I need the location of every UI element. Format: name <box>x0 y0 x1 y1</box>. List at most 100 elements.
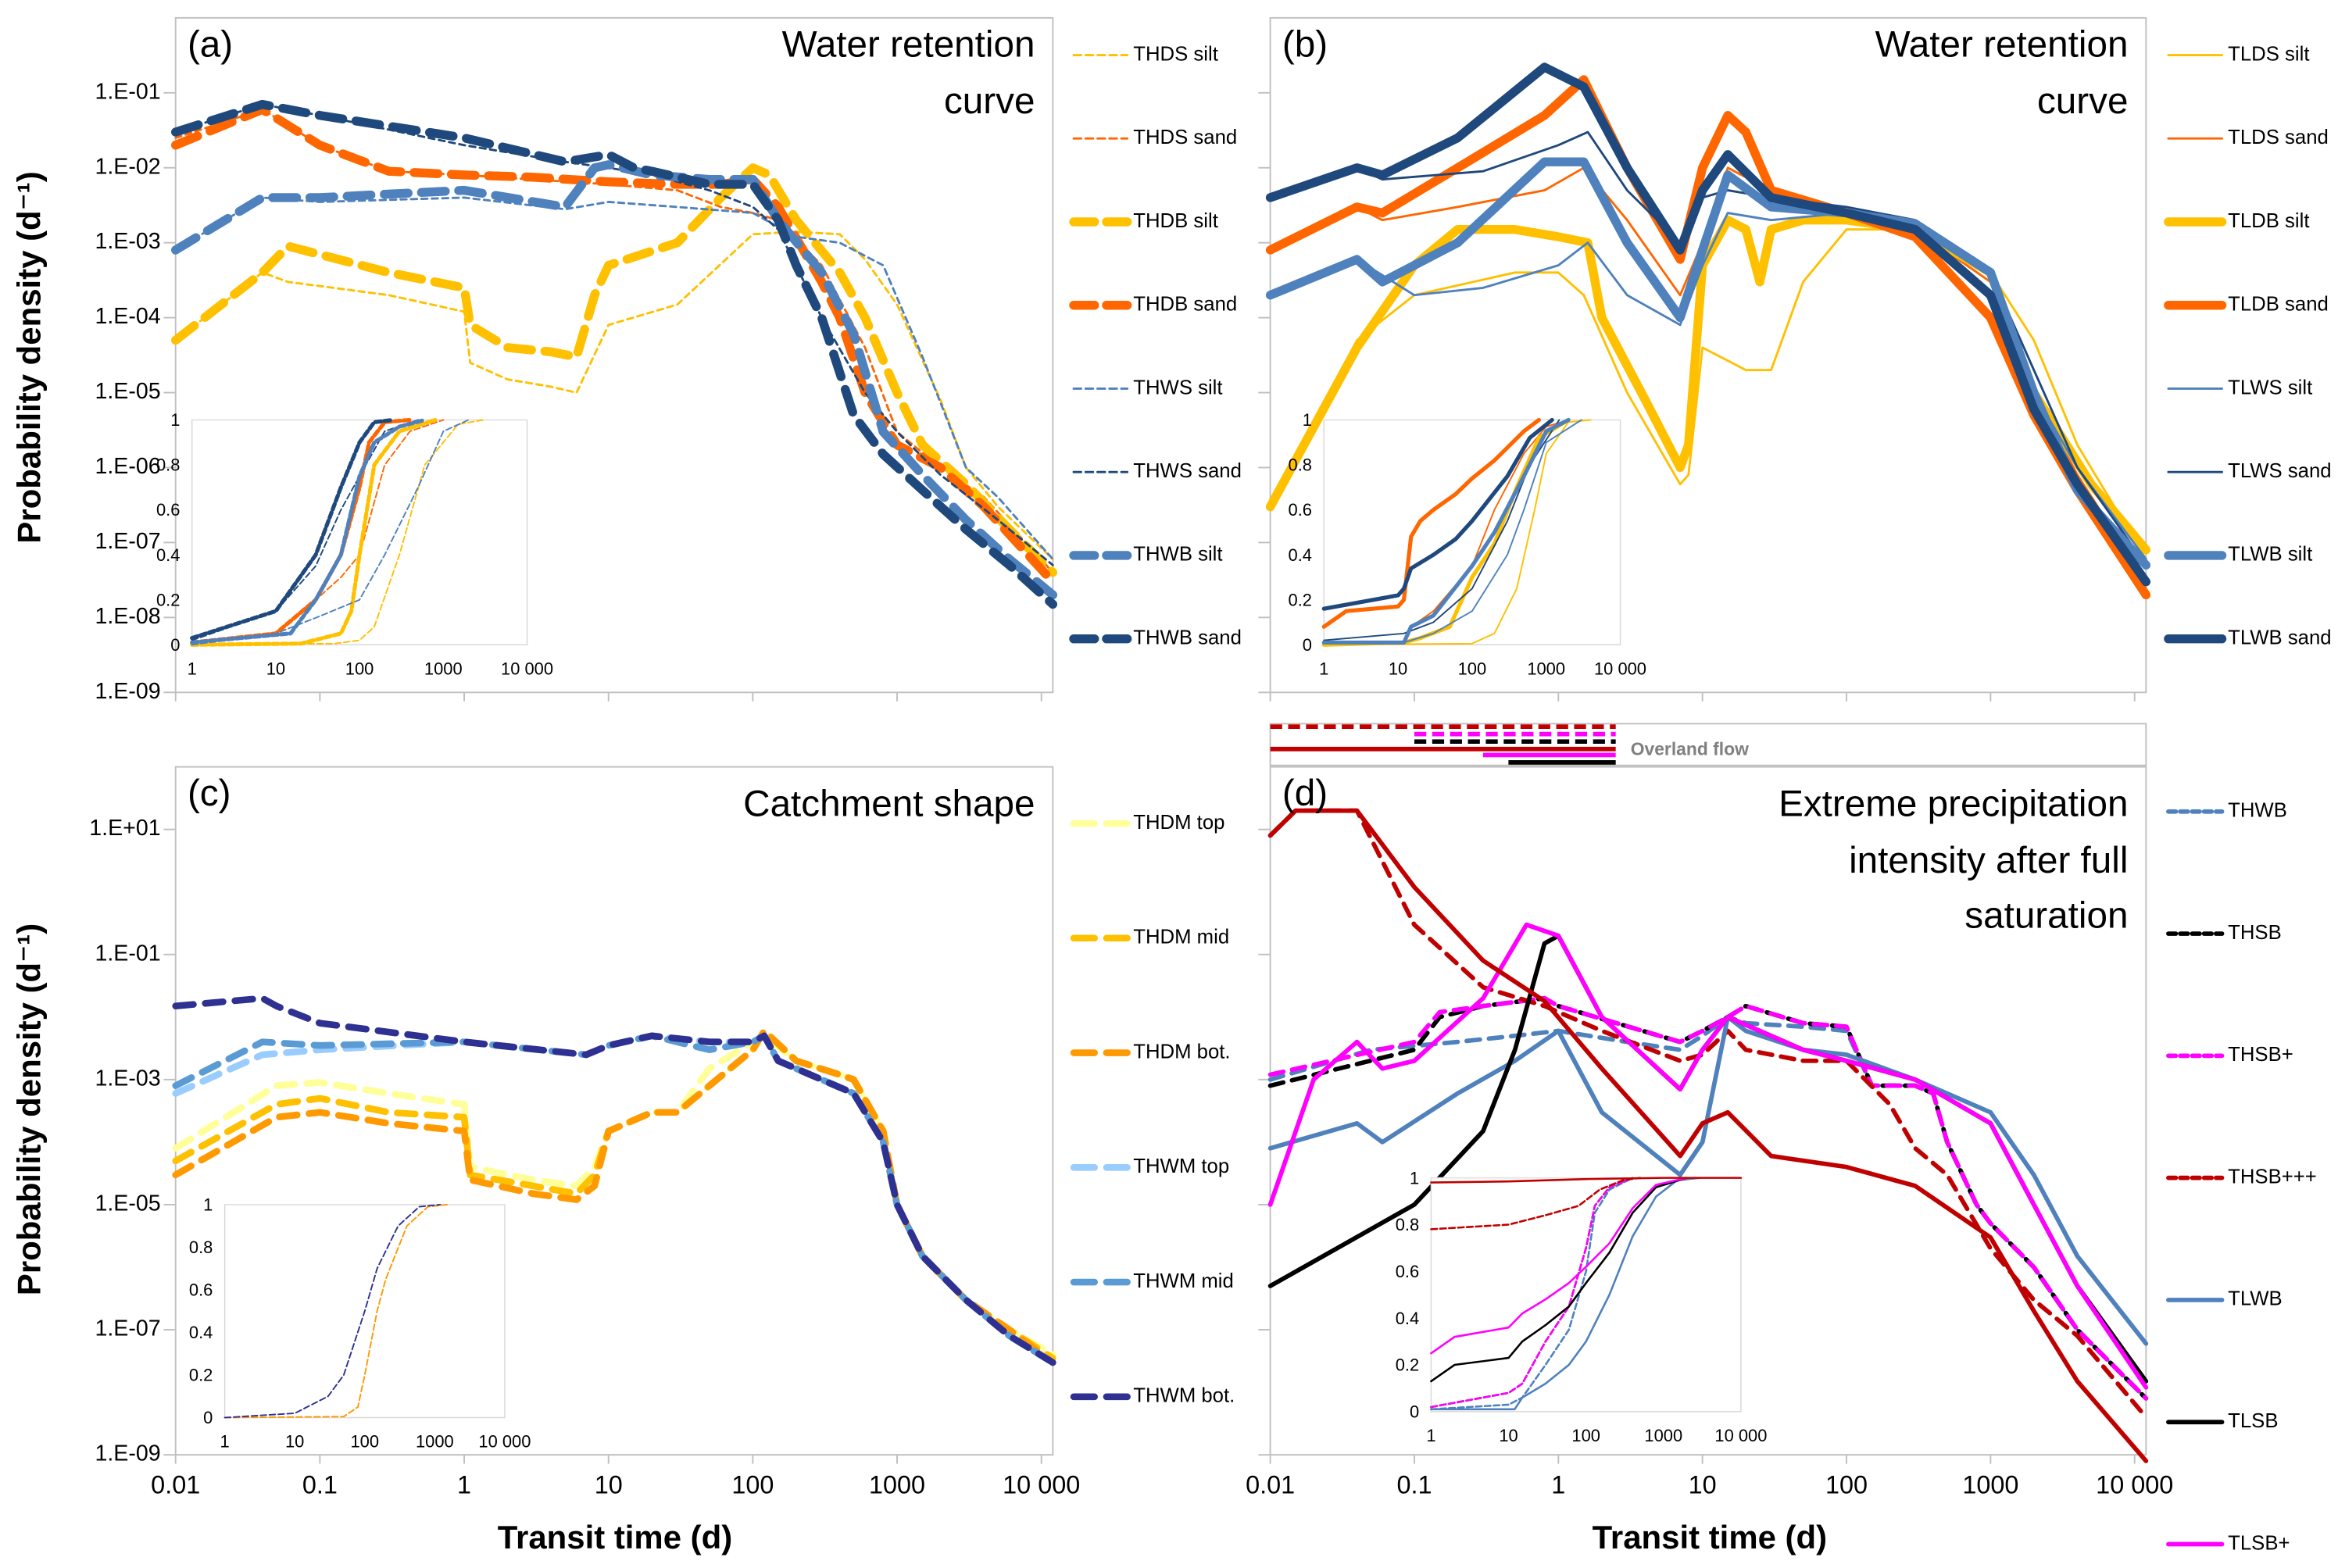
y-tick-label: 1.E-03 <box>95 1066 160 1091</box>
inset-x-tick-label: 10 000 <box>478 1432 531 1452</box>
inset-series-tlsb- <box>1430 1177 1743 1184</box>
x-tick-label: 100 <box>731 1471 774 1499</box>
x-tick-label: 0.1 <box>1396 1471 1432 1499</box>
y-tick-label: 1.E-09 <box>95 679 160 704</box>
series-thwb-silt <box>170 160 1058 600</box>
inset-x-tick-label: 1000 <box>1644 1426 1682 1445</box>
inset-x-tick-label: 1 <box>1426 1426 1435 1445</box>
inset-x-tick-label: 10 <box>266 659 285 678</box>
inset-y-tick-label: 0.8 <box>189 1238 213 1257</box>
x-tick-label: 10 <box>1689 1471 1717 1499</box>
series-thdb-silt <box>170 163 1058 577</box>
inset-x-tick-label: 10 000 <box>1594 659 1646 678</box>
y-tick-label: 1.E-05 <box>95 379 160 404</box>
panel-title-line: saturation <box>1964 895 2128 936</box>
x-tick-label: 10 <box>595 1471 623 1499</box>
series-tlwb-sand <box>1265 63 2151 587</box>
inset-y-tick-label: 0.2 <box>156 590 180 609</box>
series-tlwb <box>1267 1014 2149 1346</box>
legend-label: THWS sand <box>1133 460 1242 482</box>
inset-series-tlsb <box>1430 1177 1688 1383</box>
inset-series-tlwb-silt <box>1321 417 1571 645</box>
panel-label: (d) <box>1282 773 1328 814</box>
y-tick-label: 1.E-05 <box>95 1191 160 1216</box>
inset-y-tick-label: 0.2 <box>1289 590 1312 609</box>
y-tick-label: 1.E-01 <box>95 79 160 104</box>
legend-label: TLSB <box>2228 1410 2278 1432</box>
inset-y-tick-label: 0.6 <box>156 500 180 520</box>
panel-title-line: curve <box>944 80 1035 122</box>
y-tick-label: 1.E-09 <box>95 1441 160 1466</box>
y-tick-label: 1.E-07 <box>95 1316 160 1341</box>
y-axis-title-top: Probability density (d⁻¹) <box>10 171 47 543</box>
panel-title-line: Catchment shape <box>743 783 1035 824</box>
legend-label: TLWB sand <box>2228 627 2331 648</box>
inset-series-thds-silt <box>191 419 484 646</box>
panel-b: TLDS silt TLDS sand TLDB silt TLDB sand TLWS… <box>1258 16 2332 702</box>
panel-title-line: Extreme precipitation <box>1779 783 2128 824</box>
legend-label: TLDS sand <box>2228 127 2329 148</box>
legend-label: THWB <box>2228 800 2287 822</box>
panel-label: (a) <box>188 23 233 65</box>
legend-label: THDM top <box>1133 812 1224 834</box>
y-tick-label: 1.E-04 <box>95 304 160 329</box>
legend-label: THDS silt <box>1133 43 1218 65</box>
x-tick-label: 1000 <box>869 1471 925 1499</box>
y-tick-label: 1.E-01 <box>95 941 160 966</box>
y-tick-label: 1.E-03 <box>95 229 160 254</box>
inset-series-tlws-silt <box>1323 419 1582 644</box>
inset-series-thwm-blue-group- <box>223 1203 442 1419</box>
inset-x-tick-label: 1000 <box>1527 659 1565 678</box>
legend-label: TLDB sand <box>2228 294 2329 316</box>
x-tick-label: 1000 <box>1962 1471 2018 1499</box>
y-tick-label: 1.E-02 <box>95 154 160 179</box>
panel-c: 1.E+01 1.E-01 1.E-03 1.E-05 1.E-07 1.E-09 0.01… <box>89 766 1235 1499</box>
inset-y-tick-label: 0 <box>1410 1402 1419 1421</box>
series-tlwb-silt <box>1265 157 2151 570</box>
inset-y-tick-label: 0.6 <box>189 1280 213 1300</box>
legend-label: THWB sand <box>1133 627 1242 648</box>
legend-label: THWM bot. <box>1133 1385 1235 1407</box>
series-thdm-top <box>172 1032 1056 1359</box>
x-tick-label: 0.1 <box>302 1471 338 1499</box>
inset-series-tlwb-sand <box>1321 417 1554 611</box>
inset-y-tick-label: 1 <box>1303 410 1312 430</box>
panel-label: (c) <box>188 773 231 814</box>
panel-a: 1.E-01 1.E-02 1.E-03 1.E-04 1.E-05 1.E-06 1.E-… <box>95 16 1242 704</box>
x-tick-label: 10 000 <box>2096 1471 2173 1499</box>
legend-label: TLWB silt <box>2228 544 2312 566</box>
legend-label: THSB+ <box>2228 1044 2293 1066</box>
x-tick-label: 100 <box>1825 1471 1868 1499</box>
inset-y-tick-label: 0.4 <box>189 1323 213 1342</box>
inset-x-tick-label: 100 <box>350 1432 379 1452</box>
inset-series-thdm-orange-group- <box>223 1203 449 1419</box>
legend-label: THDM bot. <box>1133 1041 1230 1063</box>
y-tick-label: 1.E-07 <box>95 529 160 554</box>
series-thws-silt <box>174 196 1054 561</box>
inset-y-tick-label: 0.2 <box>1396 1355 1419 1375</box>
legend-label: TLWS silt <box>2228 377 2312 398</box>
legend-label: TLDB silt <box>2228 210 2309 232</box>
inset-y-tick-label: 0.8 <box>156 455 180 475</box>
inset-x-tick-label: 100 <box>345 659 374 678</box>
inset-series-tldb-sand <box>1321 417 1542 629</box>
x-tick-label: 10 000 <box>1003 1471 1080 1499</box>
legend-label: THWB silt <box>1133 544 1222 566</box>
inset-y-tick-label: 0.2 <box>189 1366 213 1385</box>
y-tick-label: 1.E+01 <box>89 816 160 841</box>
inset-y-tick-label: 0.4 <box>1396 1309 1419 1328</box>
inset-y-tick-label: 0.4 <box>156 545 180 565</box>
legend-label: THDB silt <box>1133 210 1218 232</box>
panel-label: (b) <box>1282 23 1328 65</box>
legend-label: THDS sand <box>1133 127 1237 148</box>
y-tick-label: 1.E-06 <box>95 454 160 479</box>
y-tick-label: 1.E-08 <box>95 604 160 629</box>
series-thwb-sand <box>170 99 1058 609</box>
inset-series-thdb-silt <box>190 417 438 647</box>
inset-y-tick-label: 0 <box>203 1408 213 1427</box>
legend-label: TLWB <box>2228 1288 2283 1310</box>
legend-label: TLWS sand <box>2228 460 2331 482</box>
inset-y-tick-label: 1 <box>203 1195 213 1215</box>
inset-y-tick-label: 0.6 <box>1396 1262 1419 1281</box>
inset-y-tick-label: 0.8 <box>1289 455 1312 475</box>
